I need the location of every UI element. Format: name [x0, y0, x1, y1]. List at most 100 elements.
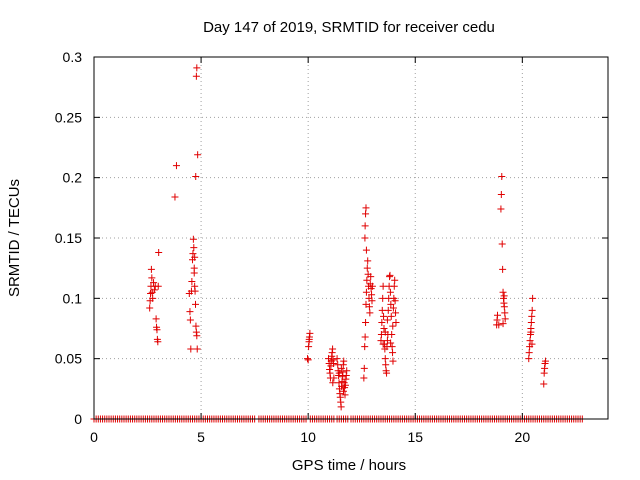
chart-title: Day 147 of 2019, SRMTID for receiver ced…	[203, 19, 495, 36]
data-point	[500, 292, 508, 300]
x-tick-label: 5	[197, 429, 205, 445]
data-point	[306, 329, 314, 337]
data-point	[527, 318, 535, 326]
x-axis-label: GPS time / hours	[292, 457, 406, 474]
y-tick-label: 0.05	[55, 351, 82, 367]
y-tick-label: 0.15	[55, 230, 82, 246]
y-tick-label: 0.3	[63, 49, 83, 65]
data-point	[379, 282, 387, 290]
x-tick-label: 10	[300, 429, 316, 445]
data-point	[339, 368, 347, 376]
data-point	[341, 391, 349, 399]
data-point	[378, 318, 386, 326]
data-point	[340, 357, 348, 365]
data-point	[341, 381, 349, 389]
data-point	[389, 304, 397, 312]
data-point	[186, 308, 194, 316]
data-point	[361, 333, 369, 341]
data-point	[383, 316, 391, 324]
data-point	[379, 340, 387, 348]
data-point	[381, 328, 389, 336]
data-point	[389, 322, 397, 330]
data-point	[497, 191, 505, 199]
y-tick-label: 0	[74, 411, 82, 427]
data-point	[186, 316, 194, 324]
data-point	[189, 235, 197, 243]
data-point	[337, 364, 345, 372]
data-point	[368, 291, 376, 299]
data-point	[361, 222, 369, 230]
data-points	[90, 64, 586, 423]
data-point	[150, 279, 158, 287]
data-point	[147, 265, 155, 273]
data-point	[529, 294, 537, 302]
data-point	[501, 315, 509, 323]
data-point	[155, 248, 163, 256]
data-point	[343, 367, 351, 375]
data-point	[392, 309, 400, 317]
data-point	[377, 337, 385, 345]
x-tick-label: 0	[90, 429, 98, 445]
data-point	[333, 355, 341, 363]
data-point	[190, 264, 198, 272]
data-point	[387, 312, 395, 320]
data-point	[500, 303, 508, 311]
data-point	[493, 311, 501, 319]
data-point	[362, 246, 370, 254]
data-point	[304, 355, 312, 363]
data-point	[368, 282, 376, 290]
data-point	[189, 250, 197, 258]
y-tick-label: 0.2	[63, 170, 83, 186]
data-point	[528, 306, 536, 314]
data-point	[192, 72, 200, 80]
data-point	[366, 309, 374, 317]
data-point	[380, 312, 388, 320]
data-point	[528, 340, 536, 348]
data-point	[362, 210, 370, 218]
data-point	[383, 369, 391, 377]
data-point	[362, 288, 370, 296]
data-point	[498, 240, 506, 248]
data-point	[389, 357, 397, 365]
data-point	[337, 403, 345, 411]
y-tick-label: 0.1	[63, 290, 83, 306]
data-point	[367, 273, 375, 281]
data-point	[329, 379, 337, 387]
data-point	[389, 349, 397, 357]
data-point	[363, 276, 371, 284]
data-point	[193, 345, 201, 353]
data-point	[499, 288, 507, 296]
data-point	[368, 297, 376, 305]
data-point	[527, 328, 535, 336]
data-point	[361, 343, 369, 351]
data-point	[154, 338, 162, 346]
data-point	[360, 374, 368, 382]
data-point	[495, 321, 503, 329]
data-point	[387, 300, 395, 308]
data-point	[499, 320, 507, 328]
data-point	[388, 331, 396, 339]
data-point	[391, 276, 399, 284]
data-point	[387, 339, 395, 347]
data-point	[379, 294, 387, 302]
data-point	[388, 343, 396, 351]
axis-ticks: 0 0.05 0.1 0.15 0.2 0.25 0.3 0 5 10 15 20	[55, 49, 608, 445]
data-point	[377, 331, 385, 339]
data-point	[187, 345, 195, 353]
data-point	[150, 286, 158, 294]
data-point	[335, 369, 343, 377]
data-point	[193, 64, 201, 72]
data-point	[386, 271, 394, 279]
data-point	[525, 355, 533, 363]
data-point	[360, 364, 368, 372]
data-point	[192, 322, 200, 330]
data-point	[329, 345, 337, 353]
data-point	[154, 282, 162, 290]
data-point	[146, 304, 154, 312]
grid-lines	[94, 57, 608, 419]
data-point	[149, 294, 157, 302]
data-point	[194, 151, 202, 159]
data-point	[501, 309, 509, 317]
data-point	[499, 265, 507, 273]
